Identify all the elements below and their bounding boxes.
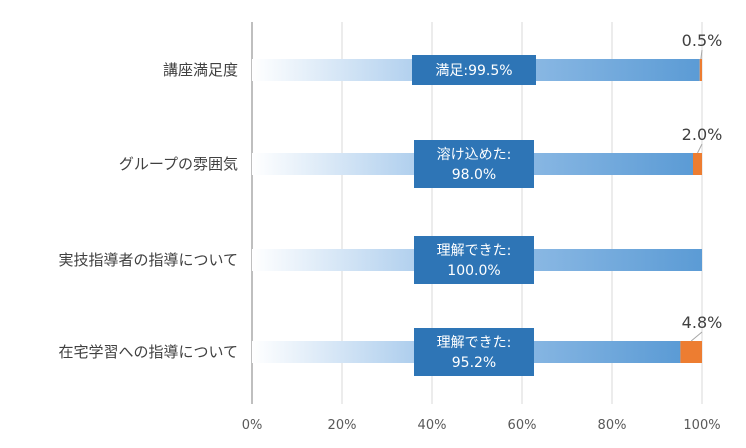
category-label: 講座満足度 bbox=[163, 61, 238, 79]
callout-text: 100.0% bbox=[447, 263, 500, 279]
leader-line bbox=[697, 143, 703, 154]
x-tick-label: 40% bbox=[418, 418, 447, 433]
callout-box bbox=[414, 328, 534, 376]
callout-box bbox=[412, 55, 536, 85]
x-axis-ticks: 0% 20% 40% 60% 80% 100% bbox=[242, 418, 721, 433]
x-tick-label: 20% bbox=[328, 418, 357, 433]
x-tick-label: 60% bbox=[508, 418, 537, 433]
callout-text: 溶け込めた: bbox=[437, 147, 512, 163]
other-value-label: 4.8% bbox=[682, 313, 723, 332]
bars: 0.5% 満足:99.5% 2.0% 溶け込めた: 98.0% 理解できた: 100.0% 4… bbox=[252, 31, 722, 376]
other-value-label: 0.5% bbox=[682, 31, 723, 50]
leader-line bbox=[700, 49, 703, 60]
bar-other bbox=[680, 341, 702, 363]
other-value-label: 2.0% bbox=[682, 125, 723, 144]
category-label: グループの雰囲気 bbox=[119, 155, 238, 173]
callout-text: 理解できた: bbox=[437, 243, 512, 259]
bar-other bbox=[699, 59, 702, 81]
bar-other bbox=[693, 153, 702, 175]
callout-text: 95.2% bbox=[452, 355, 496, 371]
category-label: 実技指導者の指導について bbox=[58, 251, 238, 269]
x-tick-label: 80% bbox=[598, 418, 627, 433]
callout-box bbox=[414, 236, 534, 284]
callout-text: 満足:99.5% bbox=[435, 63, 512, 79]
x-tick-label: 0% bbox=[242, 418, 263, 433]
leader-line bbox=[690, 331, 703, 342]
x-tick-label: 100% bbox=[683, 418, 720, 433]
callout-box bbox=[414, 140, 534, 188]
category-label: 在宅学習への指導について bbox=[58, 343, 238, 361]
gridlines bbox=[251, 22, 703, 404]
callout-text: 理解できた: bbox=[437, 335, 512, 351]
callout-text: 98.0% bbox=[452, 167, 496, 183]
